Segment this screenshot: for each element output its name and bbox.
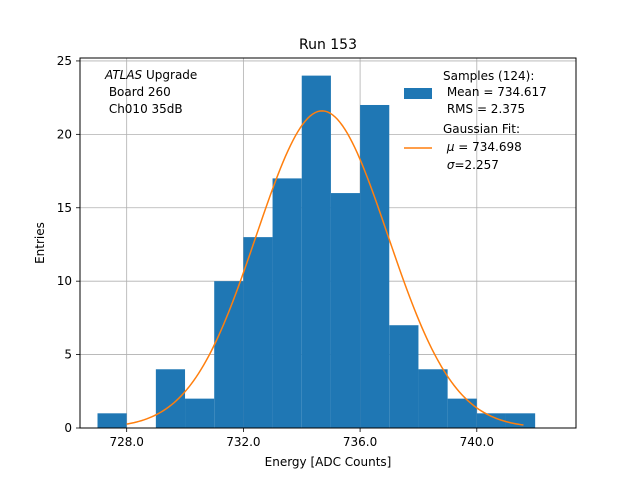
fit-curve xyxy=(126,110,524,426)
legend-mu-value: = 734.698 xyxy=(454,140,521,154)
histogram-bar xyxy=(155,369,186,428)
y-tick-label: 0 xyxy=(64,421,72,435)
y-axis-label: Entries xyxy=(33,222,47,264)
histogram-bar xyxy=(214,281,244,428)
histogram-bars xyxy=(97,75,536,428)
histogram-bar xyxy=(476,413,506,428)
annotation-upgrade: Upgrade xyxy=(142,68,197,82)
plot-frame xyxy=(79,57,577,429)
histogram-bar xyxy=(185,398,215,428)
legend: Samples (124): Mean = 734.617 RMS = 2.37… xyxy=(404,69,547,172)
histogram-bar xyxy=(97,413,127,428)
x-tick-label: 728.0 xyxy=(110,435,144,449)
legend-fit-line-1: Gaussian Fit: xyxy=(443,122,520,136)
chart-title: Run 153 xyxy=(299,37,357,53)
histogram-bar xyxy=(301,75,331,428)
x-tick-label: 736.0 xyxy=(343,435,377,449)
legend-samples-line-2: Mean = 734.617 xyxy=(443,85,547,99)
annotation-line-3: Ch010 35dB xyxy=(105,102,183,116)
histogram-bar xyxy=(243,237,273,428)
x-tick-label: 740.0 xyxy=(460,435,494,449)
annotation-line-1: ATLAS Upgrade xyxy=(104,68,197,82)
histogram-bar xyxy=(505,413,536,428)
histogram-bar xyxy=(389,325,419,428)
y-axis-ticks: 0 5 10 15 20 25 xyxy=(57,54,80,435)
atlas-annotation: ATLAS Upgrade Board 260 Ch010 35dB xyxy=(104,68,197,116)
histogram-bar xyxy=(360,104,390,428)
x-tick-label: 732.0 xyxy=(226,435,260,449)
y-tick-label: 5 xyxy=(64,348,72,362)
legend-samples-line-3: RMS = 2.375 xyxy=(443,102,525,116)
y-tick-label: 20 xyxy=(57,127,72,141)
y-tick-label: 15 xyxy=(57,201,72,215)
histogram-bar xyxy=(418,369,448,428)
legend-sigma-symbol: σ xyxy=(447,158,455,172)
legend-sigma-value: =2.257 xyxy=(454,158,498,172)
annotation-line-2: Board 260 xyxy=(105,85,171,99)
annotation-atlas: ATLAS xyxy=(104,68,143,82)
y-tick-label: 25 xyxy=(57,54,72,68)
legend-mu-symbol: μ xyxy=(446,140,455,154)
histogram-bar xyxy=(447,398,477,428)
histogram-bar xyxy=(330,193,361,428)
x-axis-ticks: 728.0 732.0 736.0 740.0 xyxy=(110,428,494,449)
legend-samples-swatch xyxy=(404,88,432,99)
gaussian-fit xyxy=(126,110,524,426)
x-axis-label: Energy [ADC Counts] xyxy=(265,455,392,469)
legend-fit-line-2: μ = 734.698 xyxy=(443,140,522,154)
legend-samples-line-1: Samples (124): xyxy=(443,69,534,83)
y-tick-label: 10 xyxy=(57,274,72,288)
legend-fit-line-3: σ=2.257 xyxy=(443,158,499,172)
histogram-bar xyxy=(272,178,302,428)
